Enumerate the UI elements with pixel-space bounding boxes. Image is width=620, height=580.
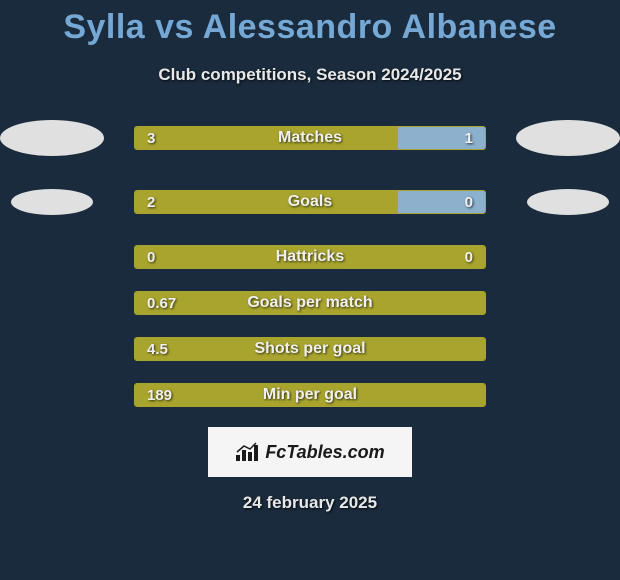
stat-value-left: 189 <box>147 384 172 406</box>
stat-value-right: 0 <box>465 191 473 213</box>
infographic-container: Sylla vs Alessandro Albanese Club compet… <box>0 0 620 580</box>
stat-bar: 4.5Shots per goal <box>134 337 486 361</box>
stat-value-right: 0 <box>465 246 473 268</box>
stat-bar: 31Matches <box>134 126 486 150</box>
player-right-avatar <box>516 117 620 159</box>
stat-row: 31Matches <box>0 117 620 159</box>
brand-text: FcTables.com <box>265 442 384 463</box>
date-line: 24 february 2025 <box>243 493 377 513</box>
stat-row: 20Goals <box>0 181 620 223</box>
stat-row: 00Hattricks <box>0 245 620 269</box>
brand-chart-icon <box>235 442 261 462</box>
stat-value-left: 0.67 <box>147 292 176 314</box>
player-right-avatar <box>516 181 620 223</box>
stat-value-left: 3 <box>147 127 155 149</box>
stat-bar: 189Min per goal <box>134 383 486 407</box>
player-left-avatar <box>0 181 104 223</box>
stat-bar: 20Goals <box>134 190 486 214</box>
stat-bar: 00Hattricks <box>134 245 486 269</box>
comparison-title: Sylla vs Alessandro Albanese <box>63 8 556 47</box>
season-subtitle: Club competitions, Season 2024/2025 <box>158 65 461 85</box>
stat-row: 0.67Goals per match <box>0 291 620 315</box>
stat-bar: 0.67Goals per match <box>134 291 486 315</box>
stats-block: 31Matches20Goals00Hattricks0.67Goals per… <box>0 117 620 407</box>
stat-value-right: 1 <box>465 127 473 149</box>
stat-row: 189Min per goal <box>0 383 620 407</box>
player-left-avatar <box>0 117 104 159</box>
stat-value-left: 4.5 <box>147 338 168 360</box>
stat-value-left: 2 <box>147 191 155 213</box>
stat-row: 4.5Shots per goal <box>0 337 620 361</box>
stat-value-left: 0 <box>147 246 155 268</box>
brand-badge: FcTables.com <box>208 427 412 477</box>
